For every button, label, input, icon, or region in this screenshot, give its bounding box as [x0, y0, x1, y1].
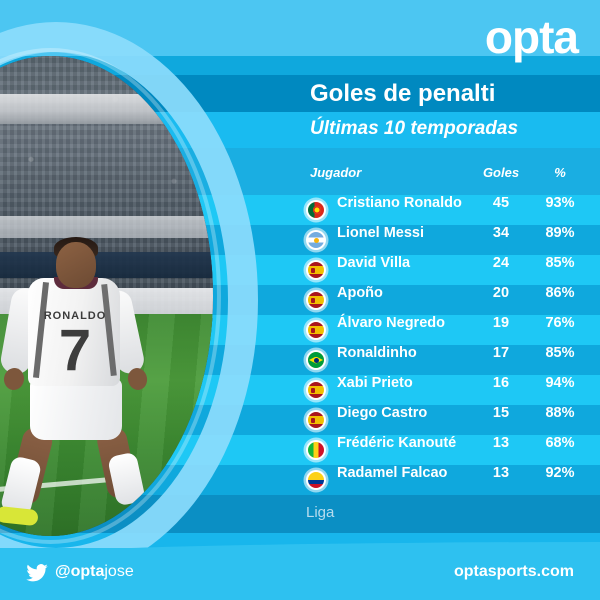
shirt-number: 7 — [58, 318, 92, 383]
player-percent: 85% — [545, 255, 575, 271]
player-goals: 13 — [492, 465, 510, 481]
table-row[interactable]: Ronaldinho 17 85% — [280, 345, 600, 375]
table-row[interactable]: Lionel Messi 34 89% — [280, 225, 600, 255]
player-name: Diego Castro — [337, 405, 428, 421]
column-header-goals: Goles — [482, 165, 520, 180]
player-name: Lionel Messi — [337, 225, 425, 241]
page-subtitle: Últimas 10 temporadas — [310, 118, 519, 139]
table-row[interactable]: Álvaro Negredo 19 76% — [280, 315, 600, 345]
player-goals: 45 — [492, 195, 510, 211]
column-header-percent: % — [554, 165, 566, 180]
player-goals: 15 — [492, 405, 510, 421]
table-row[interactable]: Radamel Falcao 13 92% — [280, 465, 600, 495]
table-row[interactable]: David Villa 24 85% — [280, 255, 600, 285]
player-percent: 76% — [545, 315, 575, 331]
shirt-name: RONALDO — [43, 310, 107, 322]
table-row[interactable]: Frédéric Kanouté 13 68% — [280, 435, 600, 465]
column-header-player: Jugador — [310, 165, 362, 180]
player-name: Apoño — [337, 285, 383, 301]
player-percent: 89% — [545, 225, 575, 241]
flag-icon — [306, 470, 326, 490]
twitter-handle-light: jose — [104, 563, 134, 580]
player-name: Frédéric Kanouté — [337, 435, 457, 451]
ranking-table: Cristiano Ronaldo 45 93% Lionel Messi 34 89% D… — [280, 195, 600, 495]
player-name: Cristiano Ronaldo — [337, 195, 462, 211]
player-percent: 93% — [545, 195, 575, 211]
player-photo: ARRVA RONALDO 7 — [0, 56, 213, 536]
player-goals: 19 — [492, 315, 510, 331]
website-url[interactable]: optasports.com — [453, 563, 574, 580]
flag-icon — [306, 230, 326, 250]
twitter-handle-bold: @opta — [55, 563, 105, 580]
player-percent: 92% — [545, 465, 575, 481]
player-percent: 88% — [545, 405, 575, 421]
player-goals: 13 — [492, 435, 510, 451]
player-name: David Villa — [337, 255, 411, 271]
player-name: Radamel Falcao — [337, 465, 448, 481]
player-goals: 16 — [492, 375, 510, 391]
flag-icon — [306, 200, 326, 220]
opta-logo: opta — [484, 11, 579, 63]
flag-icon — [306, 380, 326, 400]
footer — [0, 548, 600, 600]
player-goals: 20 — [492, 285, 510, 301]
table-row[interactable]: Apoño 20 86% — [280, 285, 600, 315]
player-percent: 68% — [545, 435, 575, 451]
player-name: Álvaro Negredo — [337, 315, 445, 331]
player-percent: 85% — [545, 345, 575, 361]
table-row[interactable]: Cristiano Ronaldo 45 93% — [280, 195, 600, 225]
twitter-handle[interactable]: @optajose — [55, 563, 134, 581]
player-goals: 17 — [492, 345, 510, 361]
player-percent: 94% — [545, 375, 575, 391]
player-goals: 34 — [492, 225, 510, 241]
flag-icon — [306, 350, 326, 370]
flag-icon — [306, 440, 326, 460]
flag-icon — [306, 410, 326, 430]
page-title: Goles de penalti — [310, 80, 496, 107]
player-name: Ronaldinho — [337, 345, 417, 361]
player-goals: 24 — [492, 255, 510, 271]
flag-icon — [306, 290, 326, 310]
table-row[interactable]: Diego Castro 15 88% — [280, 405, 600, 435]
flag-icon — [306, 320, 326, 340]
twitter-bird-icon[interactable] — [26, 564, 48, 582]
flag-icon — [306, 260, 326, 280]
table-row[interactable]: Xabi Prieto 16 94% — [280, 375, 600, 405]
player-name: Xabi Prieto — [337, 375, 413, 391]
source-label: Liga — [306, 504, 335, 521]
player-percent: 86% — [545, 285, 575, 301]
